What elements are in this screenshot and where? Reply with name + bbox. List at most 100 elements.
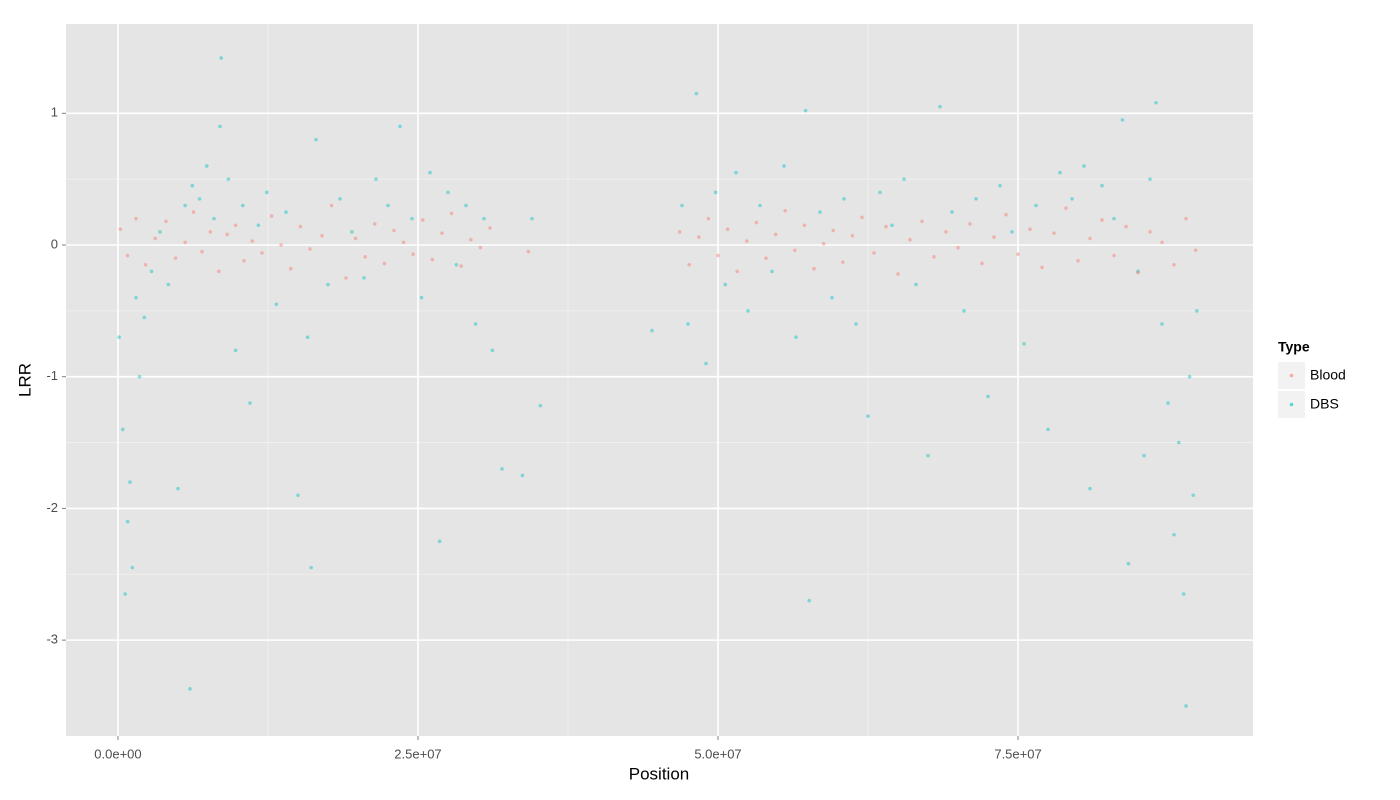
- point: [735, 269, 740, 274]
- point: [468, 237, 473, 242]
- point: [1136, 269, 1140, 274]
- point: [1034, 203, 1038, 208]
- point: [392, 228, 396, 233]
- point: [440, 231, 444, 235]
- point: [938, 104, 942, 109]
- point: [932, 255, 936, 259]
- point: [680, 203, 684, 208]
- point: [650, 328, 654, 333]
- point: [1187, 374, 1192, 379]
- point: [419, 295, 424, 300]
- point: [326, 282, 330, 287]
- point: [143, 262, 148, 267]
- y-tick-label: -2: [46, 500, 58, 515]
- point: [1082, 164, 1086, 168]
- point: [386, 203, 390, 208]
- point: [134, 216, 138, 221]
- point: [783, 208, 788, 213]
- point: [233, 223, 238, 228]
- point: [183, 240, 187, 245]
- point: [449, 211, 454, 216]
- point: [850, 233, 855, 238]
- point: [830, 295, 834, 300]
- point: [260, 251, 264, 255]
- point: [802, 223, 807, 228]
- point: [123, 592, 127, 596]
- point: [1004, 212, 1008, 217]
- point: [204, 164, 209, 168]
- legend-title: Type: [1278, 339, 1310, 355]
- point: [794, 335, 798, 339]
- point: [1191, 493, 1196, 498]
- point: [225, 232, 229, 237]
- point: [998, 183, 1002, 188]
- point: [1076, 259, 1080, 263]
- point: [538, 403, 543, 408]
- point: [240, 203, 245, 208]
- point: [296, 493, 300, 498]
- point: [248, 401, 252, 405]
- point: [478, 245, 483, 250]
- x-tick-label: 2.5e+07: [394, 746, 441, 761]
- point: [274, 302, 279, 307]
- x-tick-label: 7.5e+07: [994, 746, 1041, 761]
- point: [520, 473, 525, 478]
- point: [216, 269, 221, 274]
- point: [986, 394, 990, 399]
- point: [153, 236, 157, 241]
- point: [137, 374, 142, 379]
- grid: [66, 24, 1253, 736]
- x-axis-title: Position: [629, 764, 689, 783]
- point: [697, 235, 701, 239]
- point: [1160, 240, 1164, 245]
- point: [191, 210, 196, 214]
- point: [410, 216, 414, 221]
- point: [401, 240, 406, 245]
- point: [1052, 231, 1056, 235]
- point: [344, 276, 348, 280]
- point: [320, 233, 324, 238]
- point: [149, 269, 154, 274]
- point: [188, 687, 192, 691]
- point: [694, 91, 699, 96]
- point: [173, 256, 178, 260]
- point: [308, 247, 312, 251]
- point: [890, 223, 894, 228]
- point: [288, 266, 293, 271]
- point: [305, 335, 310, 339]
- point: [264, 190, 269, 195]
- point: [1148, 177, 1152, 181]
- point: [1120, 118, 1125, 122]
- point: [338, 197, 342, 201]
- point: [363, 255, 367, 259]
- legend-label: DBS: [1310, 396, 1339, 412]
- axes: 0.0e+00 2.5e+07 5.0e+07 7.5e+07 -3 -2 -1 0 1: [46, 105, 1041, 762]
- point: [530, 216, 534, 221]
- point: [974, 197, 978, 201]
- point: [1172, 262, 1176, 267]
- point: [713, 190, 718, 195]
- point: [382, 261, 387, 266]
- point: [1070, 197, 1074, 201]
- point: [896, 272, 900, 276]
- point: [1064, 206, 1068, 210]
- point: [725, 227, 730, 231]
- point: [256, 223, 261, 228]
- point: [1195, 309, 1199, 313]
- point: [746, 309, 750, 313]
- point: [269, 214, 274, 218]
- point: [818, 210, 822, 214]
- point: [831, 228, 836, 233]
- point: [1112, 253, 1116, 258]
- point: [1154, 100, 1158, 105]
- y-tick-label: -3: [46, 632, 58, 647]
- point: [1184, 704, 1188, 708]
- point: [488, 226, 492, 230]
- point: [464, 203, 468, 208]
- point: [125, 519, 130, 524]
- point: [500, 467, 504, 471]
- point: [872, 251, 876, 255]
- point: [200, 249, 204, 254]
- point: [1142, 453, 1146, 458]
